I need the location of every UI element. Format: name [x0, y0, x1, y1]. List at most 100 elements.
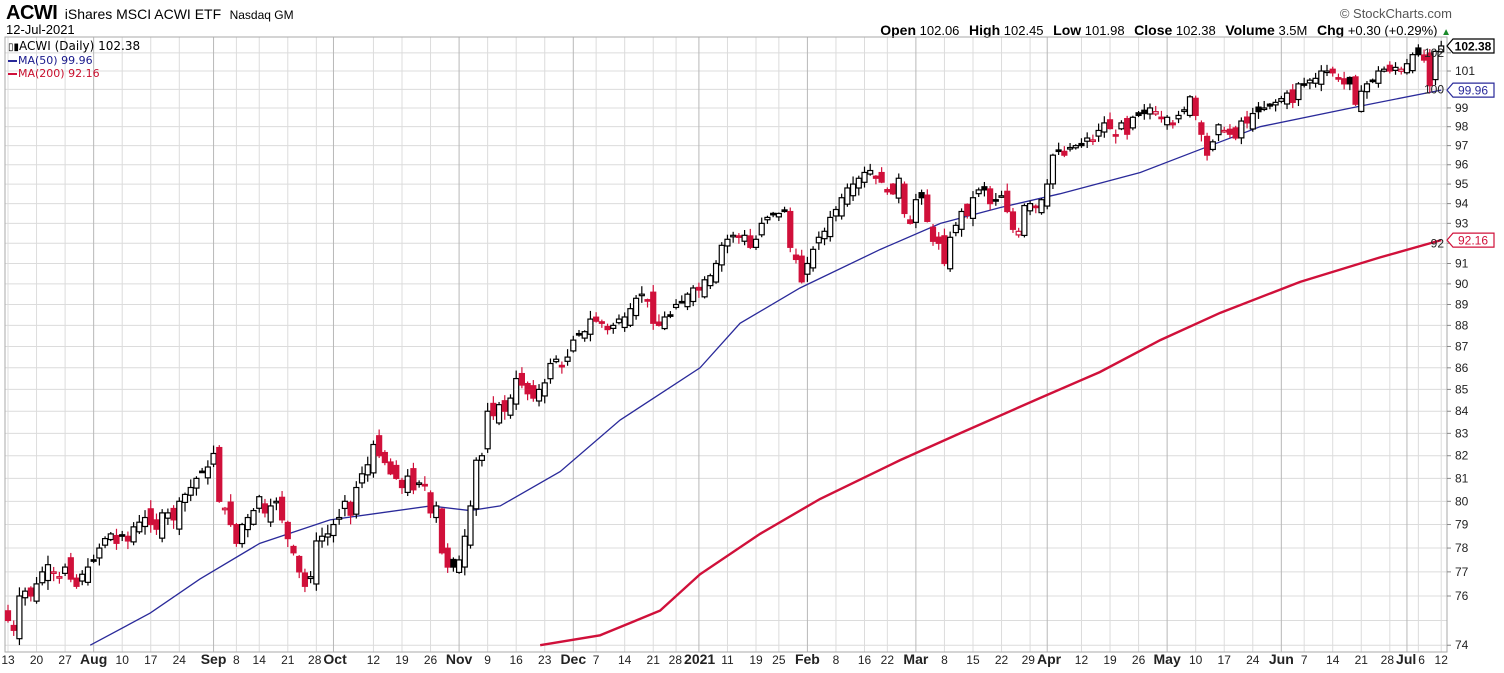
candle	[895, 173, 902, 204]
candle-body	[1295, 83, 1302, 101]
candle-body	[815, 236, 822, 244]
close-last-label: 102.38	[1446, 38, 1495, 54]
candle	[61, 563, 69, 577]
candle	[1386, 61, 1393, 74]
candle	[878, 167, 885, 184]
candle	[810, 246, 817, 272]
x-tick-label: Aug	[80, 651, 107, 667]
candle	[1009, 207, 1017, 233]
candle-body	[1232, 127, 1239, 139]
exchange: Nasdaq GM	[229, 8, 294, 22]
change-label: Chg	[1317, 22, 1345, 38]
candle-body	[1038, 199, 1045, 214]
candle	[1141, 104, 1148, 120]
candle	[1124, 115, 1131, 140]
candle	[73, 574, 80, 589]
plot-frame	[4, 36, 1448, 653]
candle-body	[324, 533, 331, 538]
candle	[216, 445, 223, 503]
copyright[interactable]: © StockCharts.com	[1339, 6, 1452, 21]
candle	[1409, 52, 1416, 74]
candle	[1249, 107, 1256, 132]
x-tick-label: 12	[1435, 653, 1449, 667]
symbol: ACWI	[6, 2, 58, 24]
legend-ma50-text: MA(50) 99.96	[18, 54, 93, 67]
candle	[712, 260, 720, 284]
y-tick-label: 80	[1455, 494, 1469, 508]
candle	[1420, 49, 1428, 63]
candle	[404, 469, 411, 497]
candle-body	[33, 583, 40, 602]
candle	[1323, 64, 1331, 77]
candle	[1398, 66, 1405, 75]
candle-body	[1106, 119, 1114, 130]
candle-body	[1146, 107, 1154, 115]
candle	[1335, 73, 1342, 82]
y-tick-label: 81	[1455, 471, 1469, 485]
candle-body	[1221, 129, 1228, 133]
candle-body	[764, 216, 771, 221]
candle-body	[244, 516, 251, 531]
candle-body	[210, 452, 217, 465]
candle-body	[199, 470, 206, 474]
y-tick-label: 89	[1455, 298, 1469, 312]
candle-body	[1186, 96, 1194, 117]
candle-body	[535, 388, 543, 402]
candle	[1312, 72, 1319, 88]
y-tick-label: 83	[1455, 426, 1469, 440]
x-tick-label: 28	[669, 653, 683, 667]
x-tick-label: 12	[1075, 653, 1089, 667]
candle	[227, 494, 234, 527]
candle	[832, 206, 840, 222]
chart-title: ACWI iShares MSCI ACWI ETF Nasdaq GM	[6, 2, 294, 25]
candle-body	[1004, 190, 1011, 213]
candle-body	[193, 477, 200, 489]
candle-body	[655, 321, 663, 326]
candle	[433, 501, 440, 523]
candle-body	[1049, 154, 1057, 185]
x-tick-label: Nov	[446, 651, 473, 667]
candle-body	[1329, 68, 1336, 74]
candle	[364, 456, 371, 482]
candle-body	[872, 175, 880, 179]
candle	[324, 524, 331, 546]
candle	[84, 558, 92, 586]
candle-body	[1381, 68, 1388, 72]
candle	[438, 507, 446, 555]
candle-body	[204, 466, 211, 479]
candle	[929, 223, 937, 246]
candle	[752, 235, 760, 250]
candle	[507, 394, 514, 419]
candle-body	[261, 503, 269, 514]
candle	[1306, 78, 1313, 90]
x-tick-label: 24	[173, 653, 187, 667]
candle	[998, 190, 1005, 199]
candle	[547, 358, 554, 384]
ma50-last-label-box	[1446, 82, 1495, 98]
candle-body	[284, 521, 291, 540]
x-tick-label: Mar	[903, 651, 928, 667]
x-tick-label: Sep	[201, 651, 227, 667]
candle-body	[1072, 145, 1079, 149]
candle	[861, 166, 868, 188]
candle-body	[90, 559, 97, 562]
candle	[1032, 204, 1039, 214]
close-label: Close	[1134, 22, 1173, 38]
x-tick-label: 19	[1103, 653, 1117, 667]
candle	[889, 183, 897, 195]
x-tick-label: 29	[1022, 653, 1036, 667]
x-tick-label: 8	[833, 653, 840, 667]
candle	[444, 543, 451, 573]
close-last-label-box	[1446, 38, 1495, 54]
candle-body	[1066, 146, 1074, 150]
candle	[16, 587, 23, 646]
grid	[5, 37, 1447, 652]
candle	[798, 249, 805, 284]
candle-body	[1358, 90, 1365, 113]
candle	[969, 191, 977, 227]
candle	[667, 311, 674, 319]
x-tick-label: Feb	[795, 651, 820, 667]
candle	[844, 183, 851, 207]
candle-body	[547, 362, 554, 380]
